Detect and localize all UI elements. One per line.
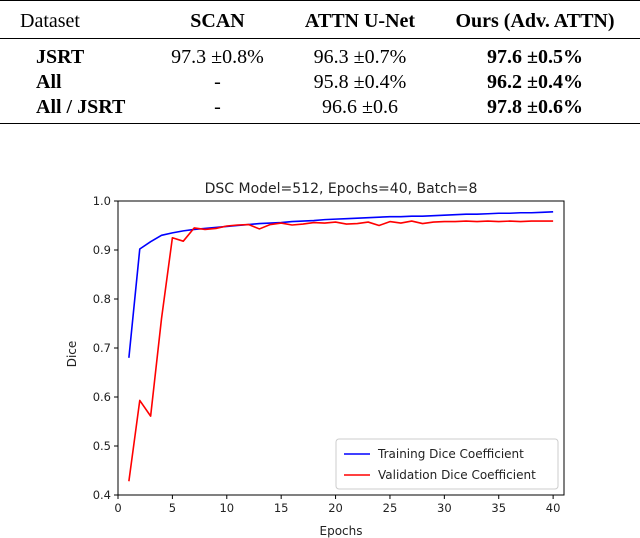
header-scan: SCAN — [190, 10, 245, 32]
series-line-training — [128, 210, 554, 358]
y-tick-label: 0.7 — [93, 341, 111, 355]
header-ours: Ours (Adv. ATTN) — [455, 10, 615, 32]
y-tick-label: 0.4 — [93, 488, 111, 502]
cell-ours-all-jsrt: 97.8 ±0.6% — [487, 96, 583, 118]
x-tick-label: 30 — [437, 501, 452, 515]
table-header-rule — [0, 38, 640, 40]
legend-label: Validation Dice Coefficient — [378, 468, 536, 482]
row-label-all: All — [36, 71, 62, 93]
cell-ours-jsrt: 97.6 ±0.5% — [487, 46, 583, 68]
y-tick-label: 0.6 — [93, 390, 111, 404]
row-label-all-jsrt: All / JSRT — [36, 96, 126, 118]
x-tick-label: 25 — [383, 501, 398, 515]
header-attn-unet: ATTN U-Net — [304, 10, 416, 32]
x-tick-label: 10 — [219, 501, 234, 515]
x-tick-label: 0 — [114, 501, 121, 515]
series-line-validation — [128, 220, 554, 482]
row-label-jsrt: JSRT — [36, 46, 85, 68]
x-tick-label: 5 — [169, 501, 176, 515]
dice-chart-svg: DSC Model=512, Epochs=40, Batch=8 Epochs… — [65, 181, 565, 538]
cell-scan-jsrt: 97.3 ±0.8% — [171, 46, 264, 68]
y-tick-label: 0.8 — [93, 292, 111, 306]
table-top-rule — [0, 0, 640, 2]
chart-title: DSC Model=512, Epochs=40, Batch=8 — [205, 181, 478, 197]
cell-unet-all: 95.8 ±0.4% — [313, 71, 407, 93]
table-bottom-rule — [0, 123, 640, 125]
cell-ours-all: 96.2 ±0.4% — [487, 71, 583, 93]
chart-y-axis-label: Dice — [65, 341, 79, 368]
y-tick-label: 0.5 — [93, 439, 111, 453]
cell-scan-all: - — [214, 71, 221, 93]
chart-x-axis-label: Epochs — [320, 524, 363, 538]
y-tick-label: 0.9 — [93, 243, 111, 257]
y-tick-label: 1.0 — [93, 194, 111, 208]
x-tick-label: 20 — [328, 501, 343, 515]
x-tick-label: 40 — [546, 501, 561, 515]
x-tick-label: 15 — [274, 501, 289, 515]
cell-unet-all-jsrt: 96.6 ±0.6 — [322, 96, 398, 118]
chart-legend — [335, 438, 559, 490]
x-tick-label: 35 — [491, 501, 506, 515]
dice-chart: DSC Model=512, Epochs=40, Batch=8 Epochs… — [0, 170, 640, 538]
plot-area: 0 5 10 15 20 25 30 35 40 0.4 0.5 0.6 0.7 0.8 0.9 1.0 Tra… — [93, 194, 565, 515]
header-dataset: Dataset — [20, 10, 80, 32]
cell-scan-all-jsrt: - — [214, 96, 221, 118]
legend-label: Training Dice Coefficient — [377, 447, 524, 461]
cell-unet-jsrt: 96.3 ±0.7% — [313, 46, 407, 68]
